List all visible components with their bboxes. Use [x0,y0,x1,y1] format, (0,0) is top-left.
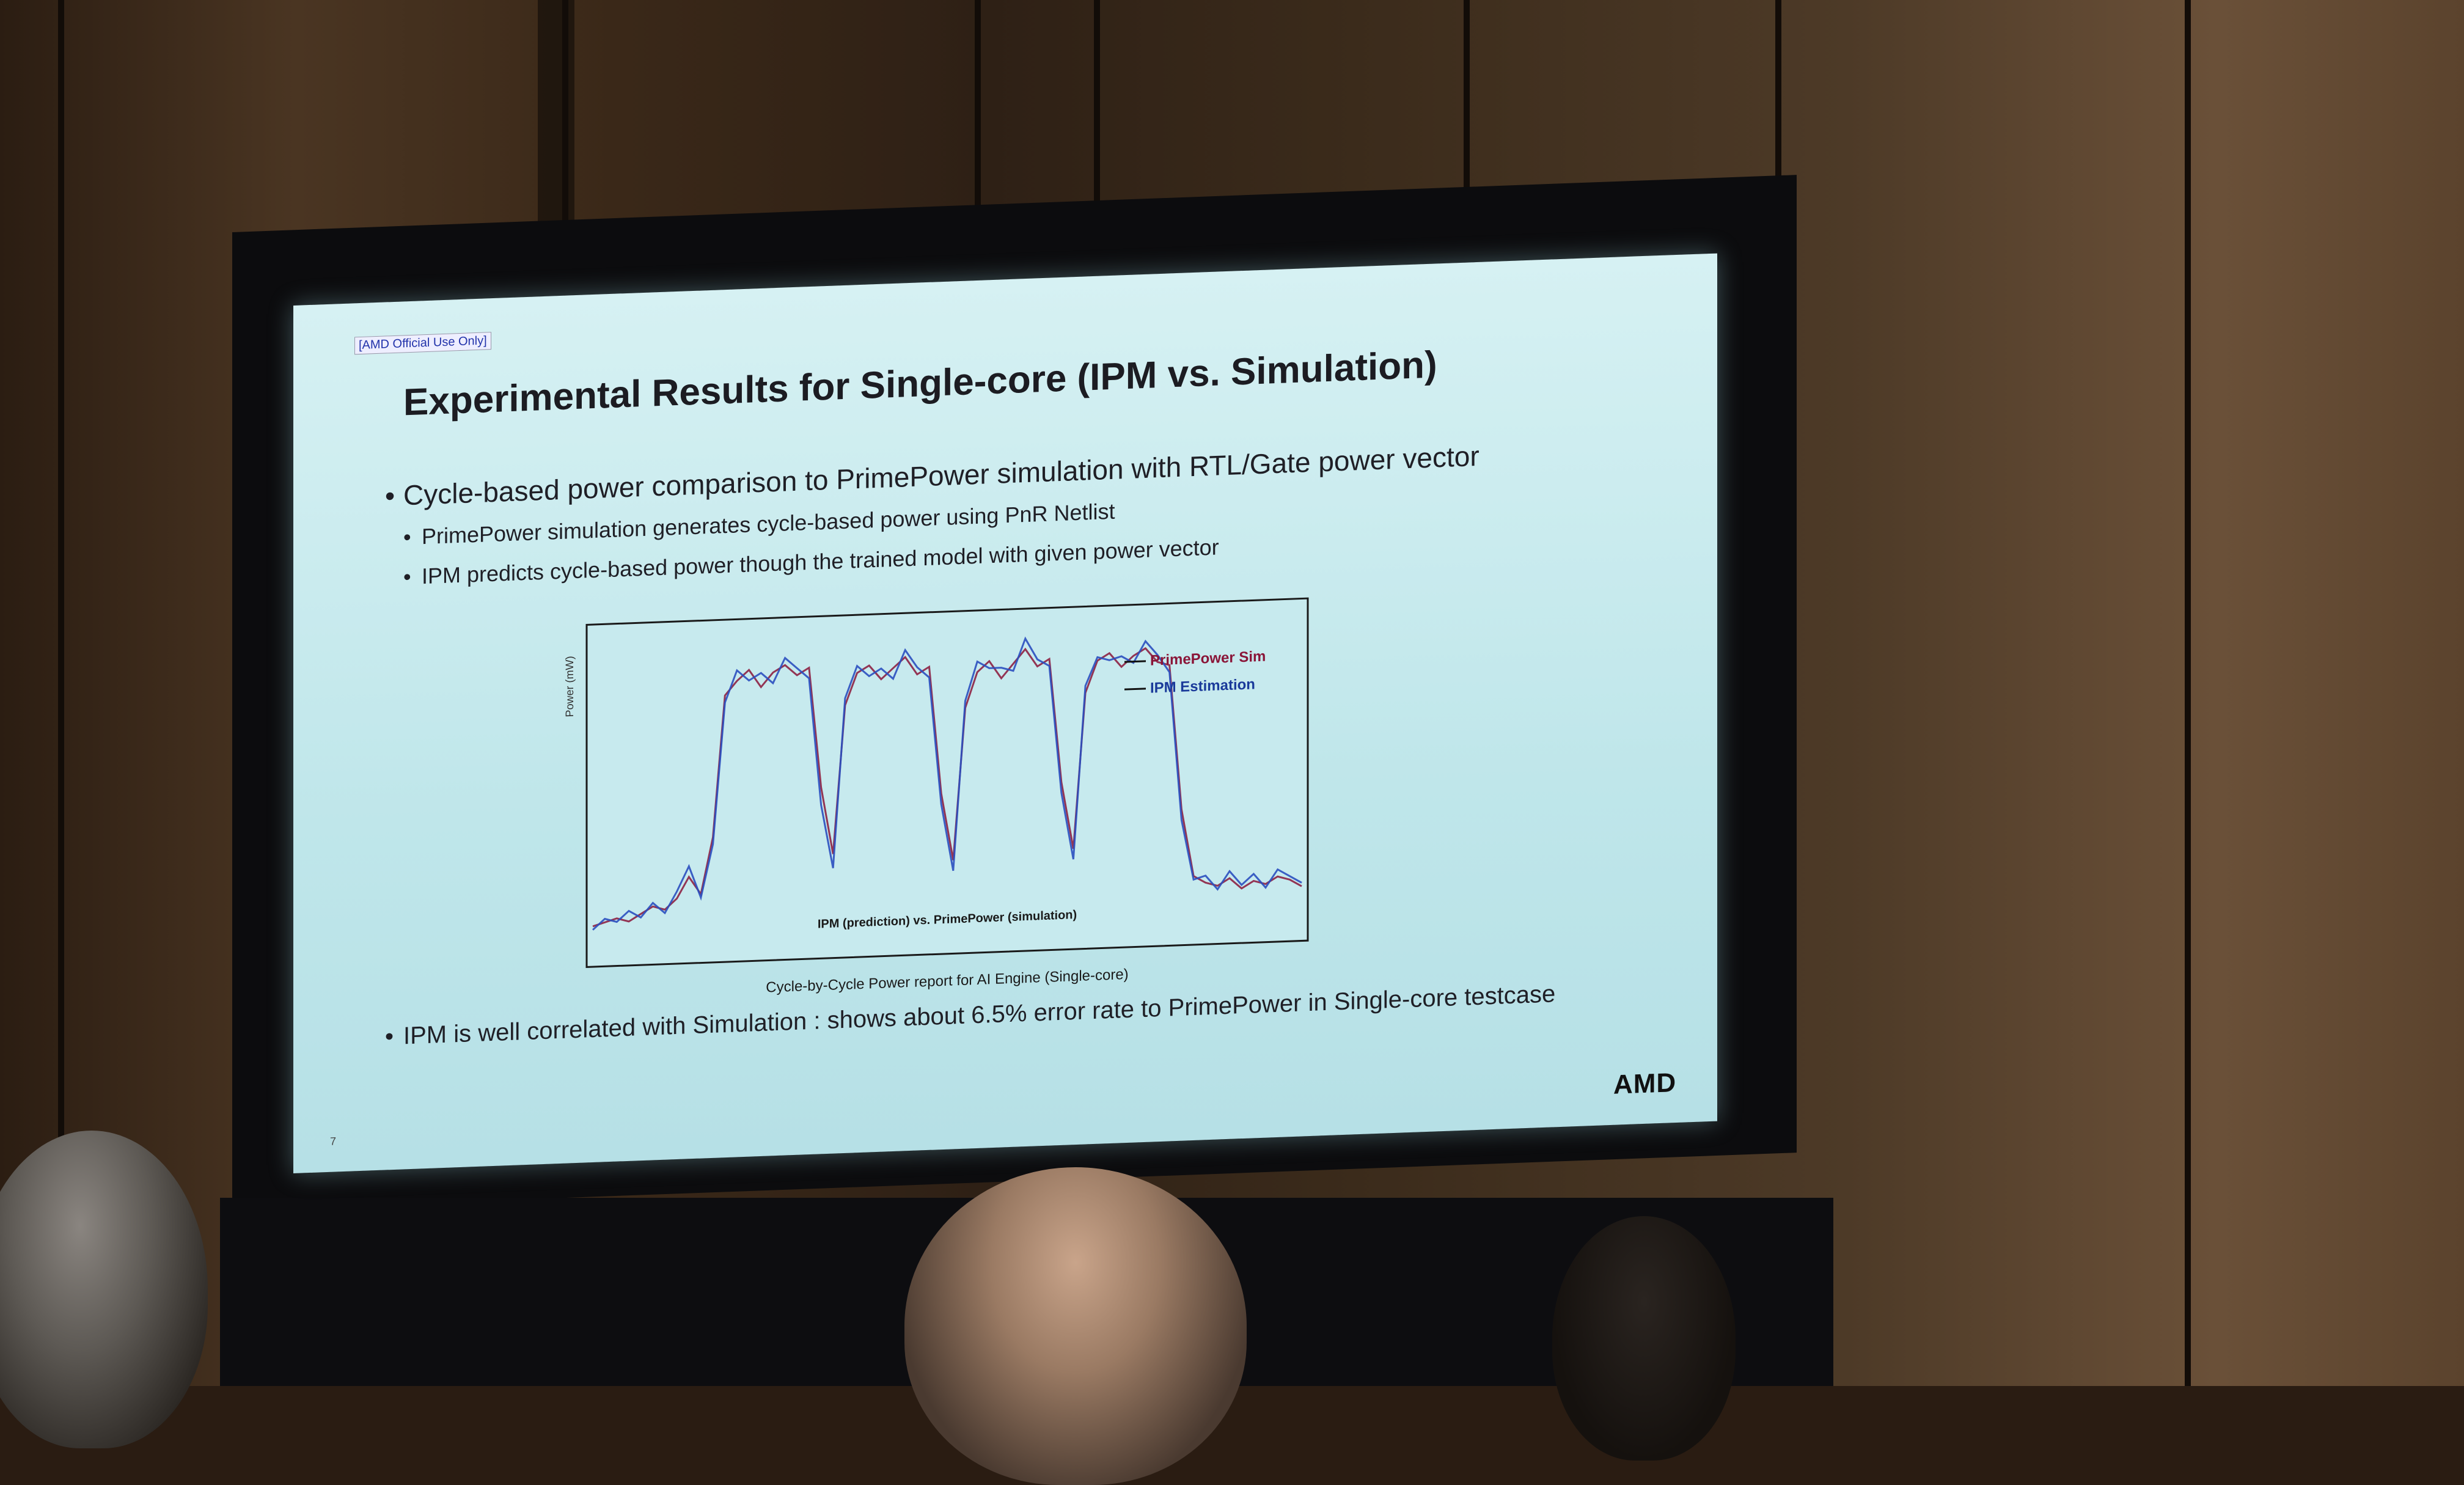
y-axis-label: Power (mW) [563,656,576,717]
series-layer [592,636,1302,931]
bullet-main-1: • Cycle-based power comparison to PrimePo… [385,439,1480,513]
x-axis-label: Cycle-by-Cycle Power report for AI Engin… [766,966,1128,996]
wall-seam [58,0,64,1161]
bullet-glyph: • [403,524,411,550]
audience-head [1552,1216,1736,1461]
bullet-glyph: • [385,1022,394,1050]
page-number: 7 [330,1135,337,1148]
annotation-label: IPM Estimation [1150,676,1255,696]
series-line-ipm-estimation [592,636,1302,931]
presentation-slide: [AMD Official Use Only] Experimental Res… [293,253,1717,1174]
audience-head [904,1167,1247,1485]
wall-seam [562,0,568,342]
wall-seam [1094,0,1100,287]
bullet-main-2: • IPM is well correlated with Simulation … [385,980,1555,1050]
wall-seam [975,0,981,293]
bullet-glyph: • [403,563,411,590]
power-chart: Power (mW) IPM (prediction) vs. PrimePow… [562,585,1320,1004]
plot-frame [585,597,1309,968]
amd-logo: AMD [1613,1068,1677,1100]
series-line-primepower-sim [592,647,1302,928]
wall-seam [1464,0,1470,257]
bullet-glyph: • [385,479,395,512]
slide-title: Experimental Results for Single-core (IP… [403,343,1437,424]
annotation-arrow [1124,660,1146,663]
wall-seam [2185,0,2191,1386]
bullet-text: Cycle-based power comparison to PrimePow… [403,439,1480,512]
official-use-tag: [AMD Official Use Only] [354,332,491,355]
wall-seam [1775,0,1781,244]
power-chart-svg: Power (mW) IPM (prediction) vs. PrimePow… [563,597,1309,996]
